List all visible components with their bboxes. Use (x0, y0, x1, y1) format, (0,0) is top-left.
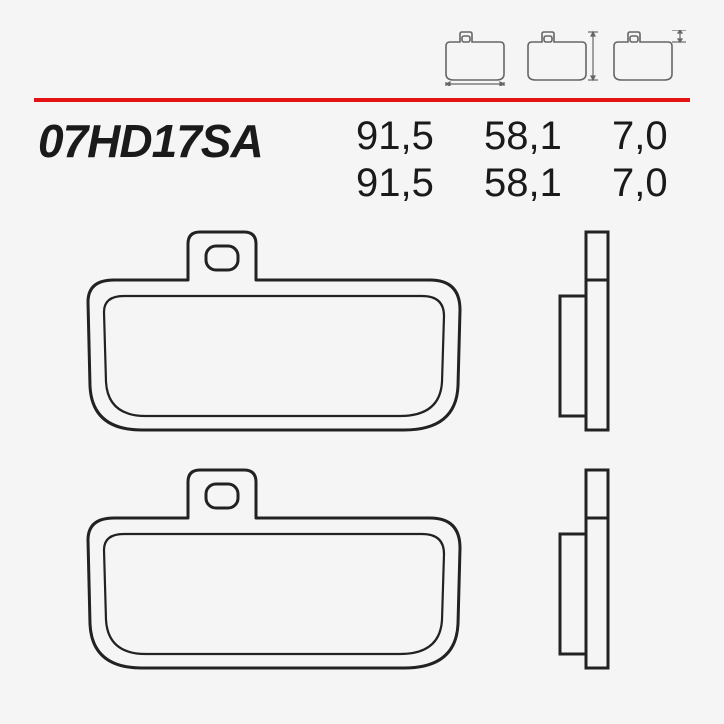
dim-cell: 7,0 (612, 114, 694, 159)
dim-cell: 58,1 (484, 161, 612, 206)
dim-cell: 58,1 (484, 114, 612, 159)
dim-cell: 91,5 (356, 114, 484, 159)
pad-side-1 (550, 224, 616, 440)
dim-icon-height (522, 30, 600, 86)
pad-front-2 (80, 462, 468, 678)
brake-pad-drawings (80, 218, 660, 688)
divider-line (34, 98, 690, 102)
dim-icon-thickness (608, 30, 686, 86)
dim-cell: 7,0 (612, 161, 694, 206)
dim-icon-width (436, 30, 514, 86)
dim-cell: 91,5 (356, 161, 484, 206)
pad-side-2 (550, 462, 616, 678)
dimensions-table: 91,5 58,1 7,0 91,5 58,1 7,0 (356, 114, 694, 206)
pad-front-1 (80, 224, 468, 440)
dimension-legend (436, 30, 686, 86)
part-number: 07HD17SA (38, 114, 263, 168)
